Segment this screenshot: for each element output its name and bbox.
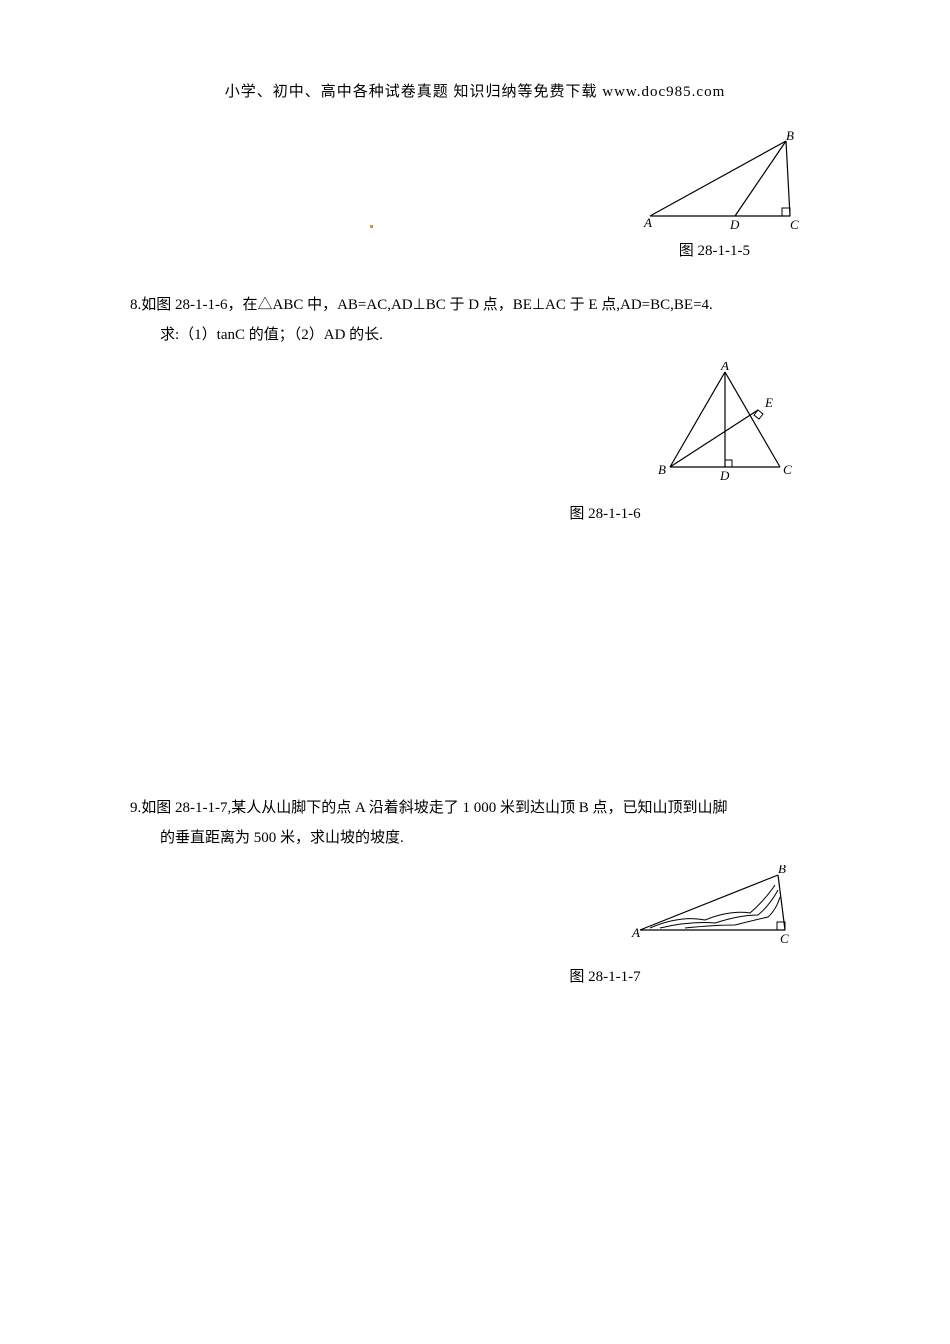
label-A6: A <box>720 362 729 373</box>
vertical-spacer <box>130 553 820 793</box>
label-C: C <box>790 217 799 231</box>
label-D6: D <box>719 468 730 482</box>
label-B6: B <box>658 462 666 477</box>
problem-9: 9.如图 28-1-1-7,某人从山脚下的点 A 沿着斜坡走了 1 000 米到… <box>130 793 820 853</box>
label-A: A <box>643 215 652 230</box>
label-A7: A <box>631 925 640 940</box>
label-D: D <box>729 217 740 231</box>
problem-8-line1: 8.如图 28-1-1-6，在△ABC 中，AB=AC,AD⊥BC 于 D 点，… <box>130 290 820 320</box>
figure-5-block: A D C B 图 28-1-1-5 <box>130 131 820 260</box>
figure-7-caption: 图 28-1-1-7 <box>569 969 640 985</box>
label-C7: C <box>780 931 789 945</box>
label-B7: B <box>778 865 786 876</box>
figure-5-caption: 图 28-1-1-5 <box>679 239 750 260</box>
figure-5-svg: A D C B <box>640 131 800 231</box>
label-B: B <box>786 131 794 143</box>
figure-7-block: A C B 图 28-1-1-7 <box>130 865 820 986</box>
label-C6: C <box>783 462 792 477</box>
problem-8-line2: 求:（1）tanC 的值；（2）AD 的长. <box>130 320 820 350</box>
figure-6-svg: A B C D E <box>650 362 800 482</box>
label-E6: E <box>764 395 773 410</box>
figure-7-svg: A C B <box>630 865 800 945</box>
figure-6-block: A B C D E 图 28-1-1-6 <box>130 362 820 523</box>
problem-9-line1: 9.如图 28-1-1-7,某人从山脚下的点 A 沿着斜坡走了 1 000 米到… <box>130 793 820 823</box>
figure-6-caption: 图 28-1-1-6 <box>569 506 640 522</box>
problem-9-line2: 的垂直距离为 500 米，求山坡的坡度. <box>130 823 820 853</box>
page-header: 小学、初中、高中各种试卷真题 知识归纳等免费下载 www.doc985.com <box>130 80 820 101</box>
decorative-dot <box>370 225 373 228</box>
problem-8: 8.如图 28-1-1-6，在△ABC 中，AB=AC,AD⊥BC 于 D 点，… <box>130 290 820 350</box>
